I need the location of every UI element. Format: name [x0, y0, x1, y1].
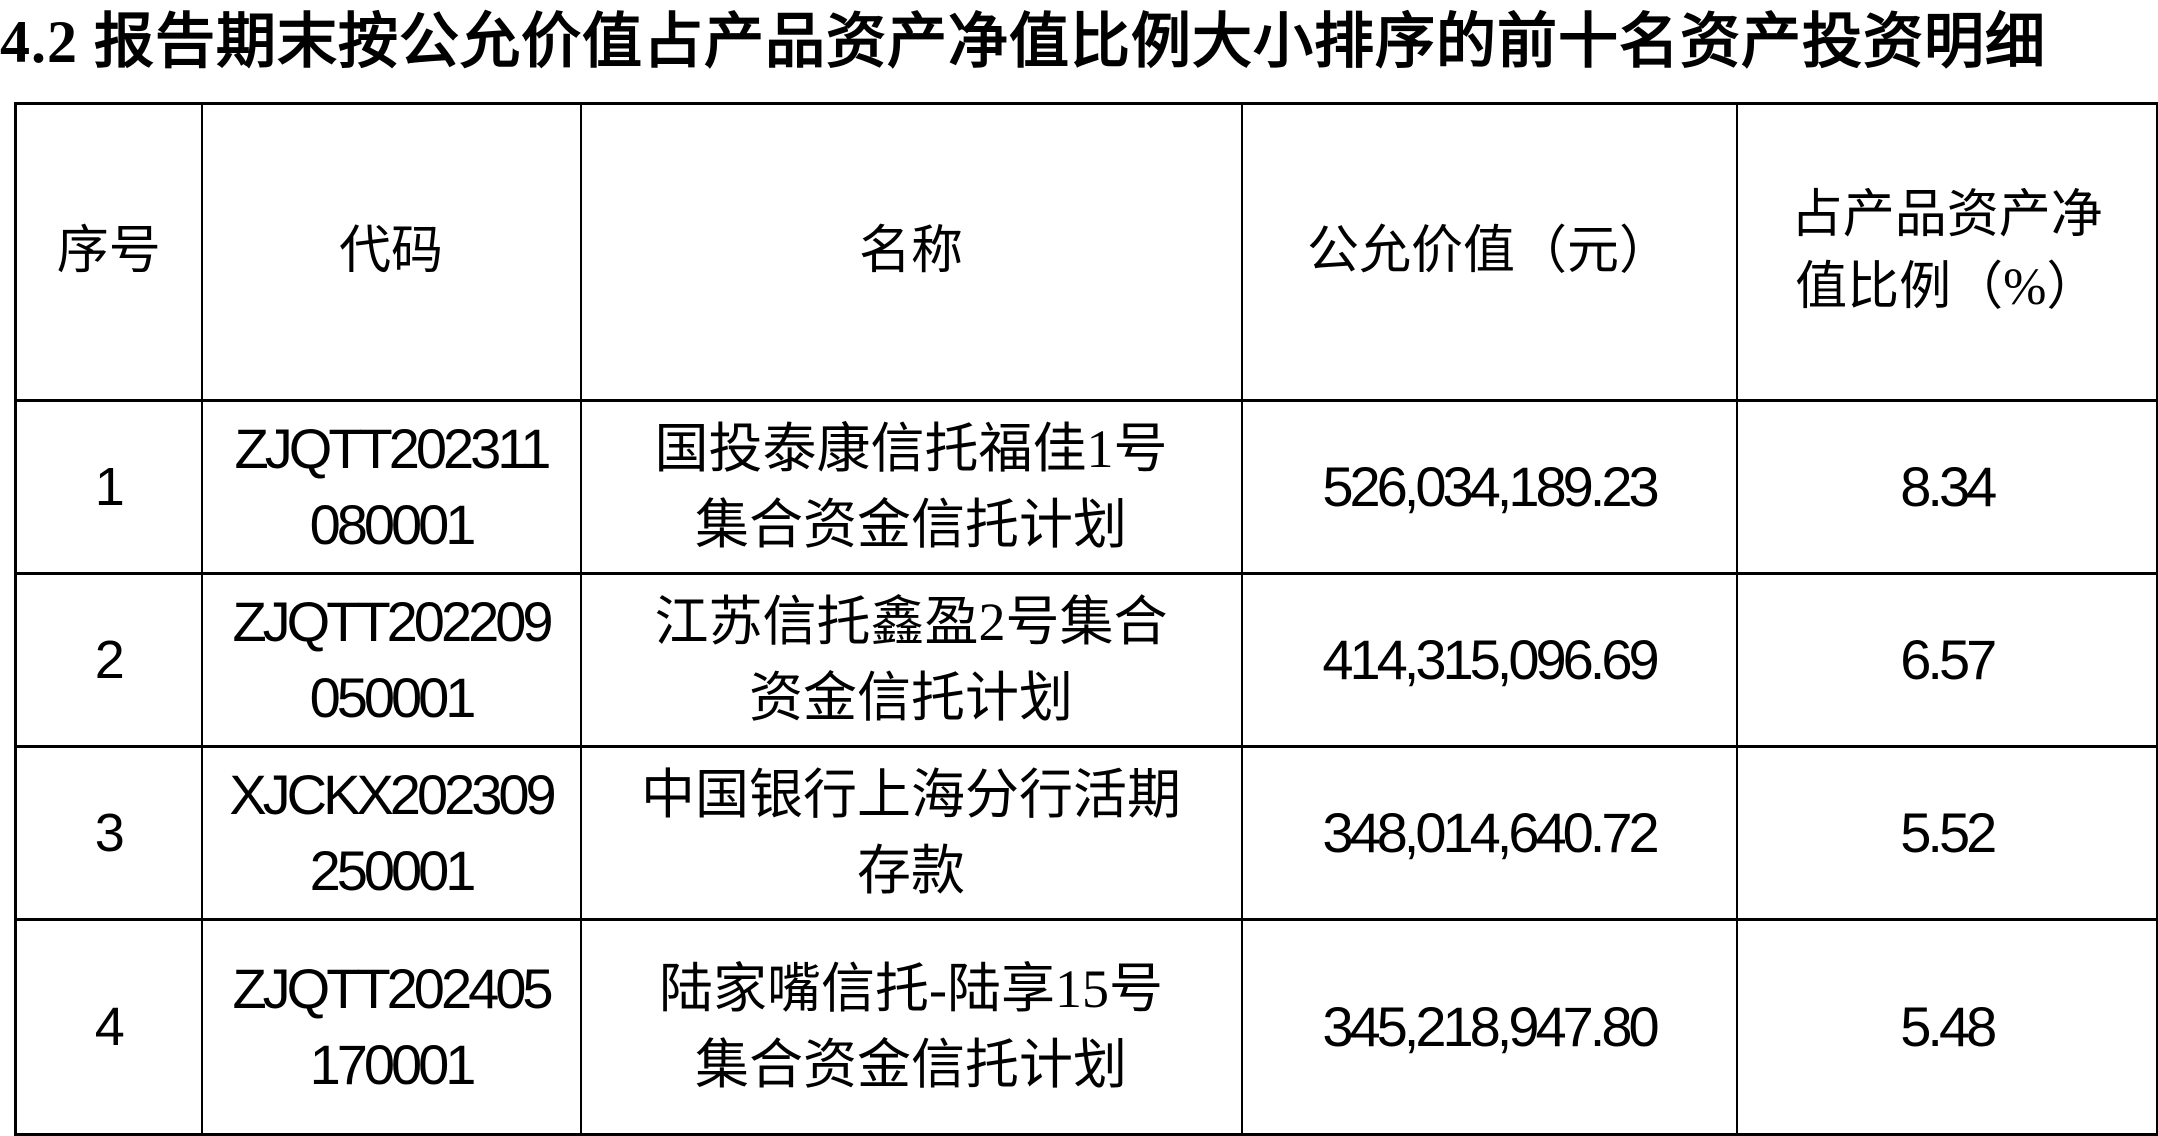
cell-name: 江苏信托鑫盈2号集合资金信托计划: [579, 572, 1243, 748]
asset-code: ZJQTT202311080001: [234, 417, 552, 556]
cell-no: 3: [14, 745, 203, 921]
table-row: 2 ZJQTT202209050001 江苏信托鑫盈2号集合资金信托计划 414…: [14, 572, 2158, 748]
cell-fair-value: 526,034,189.23: [1240, 399, 1738, 575]
cell-name: 中国银行上海分行活期存款: [579, 745, 1243, 921]
fair-value: 414,315,096.69: [1322, 628, 1659, 691]
table-header-row: 序号 代码 名称 公允价值（元） 占产品资产净值比例（%）: [14, 102, 2158, 402]
asset-code: XJCKX202309250001: [229, 763, 556, 902]
cell-code: ZJQTT202209050001: [200, 572, 582, 748]
cell-code: ZJQTT202311080001: [200, 399, 582, 575]
top-assets-table: 序号 代码 名称 公允价值（元） 占产品资产净值比例（%） 1 ZJQTT202…: [14, 102, 2158, 1136]
cell-no: 2: [14, 572, 203, 748]
section-title: 4.2 报告期末按公允价值占产品资产净值比例大小排序的前十名资产投资明细: [0, 9, 2046, 75]
nav-percentage: 6.57: [1900, 628, 1997, 691]
cell-name: 国投泰康信托福佳1号集合资金信托计划: [579, 399, 1243, 575]
cell-no: 1: [14, 399, 203, 575]
nav-percentage: 8.34: [1900, 455, 1997, 518]
cell-code: ZJQTT202405170001: [200, 918, 582, 1136]
cell-code: XJCKX202309250001: [200, 745, 582, 921]
fair-value: 345,218,947.80: [1322, 995, 1659, 1058]
row-number: 1: [94, 457, 125, 517]
report-page: 4.2 报告期末按公允价值占产品资产净值比例大小排序的前十名资产投资明细 序号 …: [0, 6, 2158, 1136]
col-header-fair-value: 公允价值（元）: [1240, 102, 1738, 402]
fair-value: 526,034,189.23: [1322, 455, 1659, 518]
nav-percentage: 5.48: [1900, 995, 1997, 1058]
cell-nav-pct: 5.52: [1735, 745, 2158, 921]
row-number: 4: [94, 997, 125, 1057]
cell-name: 陆家嘴信托-陆享15号集合资金信托计划: [579, 918, 1243, 1136]
fair-value: 348,014,640.72: [1322, 801, 1659, 864]
cell-nav-pct: 8.34: [1735, 399, 2158, 575]
asset-code: ZJQTT202405170001: [232, 957, 553, 1096]
table-row: 3 XJCKX202309250001 中国银行上海分行活期存款 348,014…: [14, 745, 2158, 921]
col-header-name: 名称: [579, 102, 1243, 402]
table-row: 4 ZJQTT202405170001 陆家嘴信托-陆享15号集合资金信托计划 …: [14, 918, 2158, 1136]
row-number: 2: [94, 630, 125, 690]
cell-fair-value: 348,014,640.72: [1240, 745, 1738, 921]
cell-fair-value: 414,315,096.69: [1240, 572, 1738, 748]
col-header-nav-pct: 占产品资产净值比例（%）: [1735, 102, 2158, 402]
cell-nav-pct: 6.57: [1735, 572, 2158, 748]
nav-percentage: 5.52: [1900, 801, 1997, 864]
cell-no: 4: [14, 918, 203, 1136]
col-header-no: 序号: [14, 102, 203, 402]
cell-nav-pct: 5.48: [1735, 918, 2158, 1136]
cell-fair-value: 345,218,947.80: [1240, 918, 1738, 1136]
col-header-code: 代码: [200, 102, 582, 402]
row-number: 3: [94, 803, 125, 863]
asset-code: ZJQTT202209050001: [232, 590, 553, 729]
table-row: 1 ZJQTT202311080001 国投泰康信托福佳1号集合资金信托计划 5…: [14, 399, 2158, 575]
